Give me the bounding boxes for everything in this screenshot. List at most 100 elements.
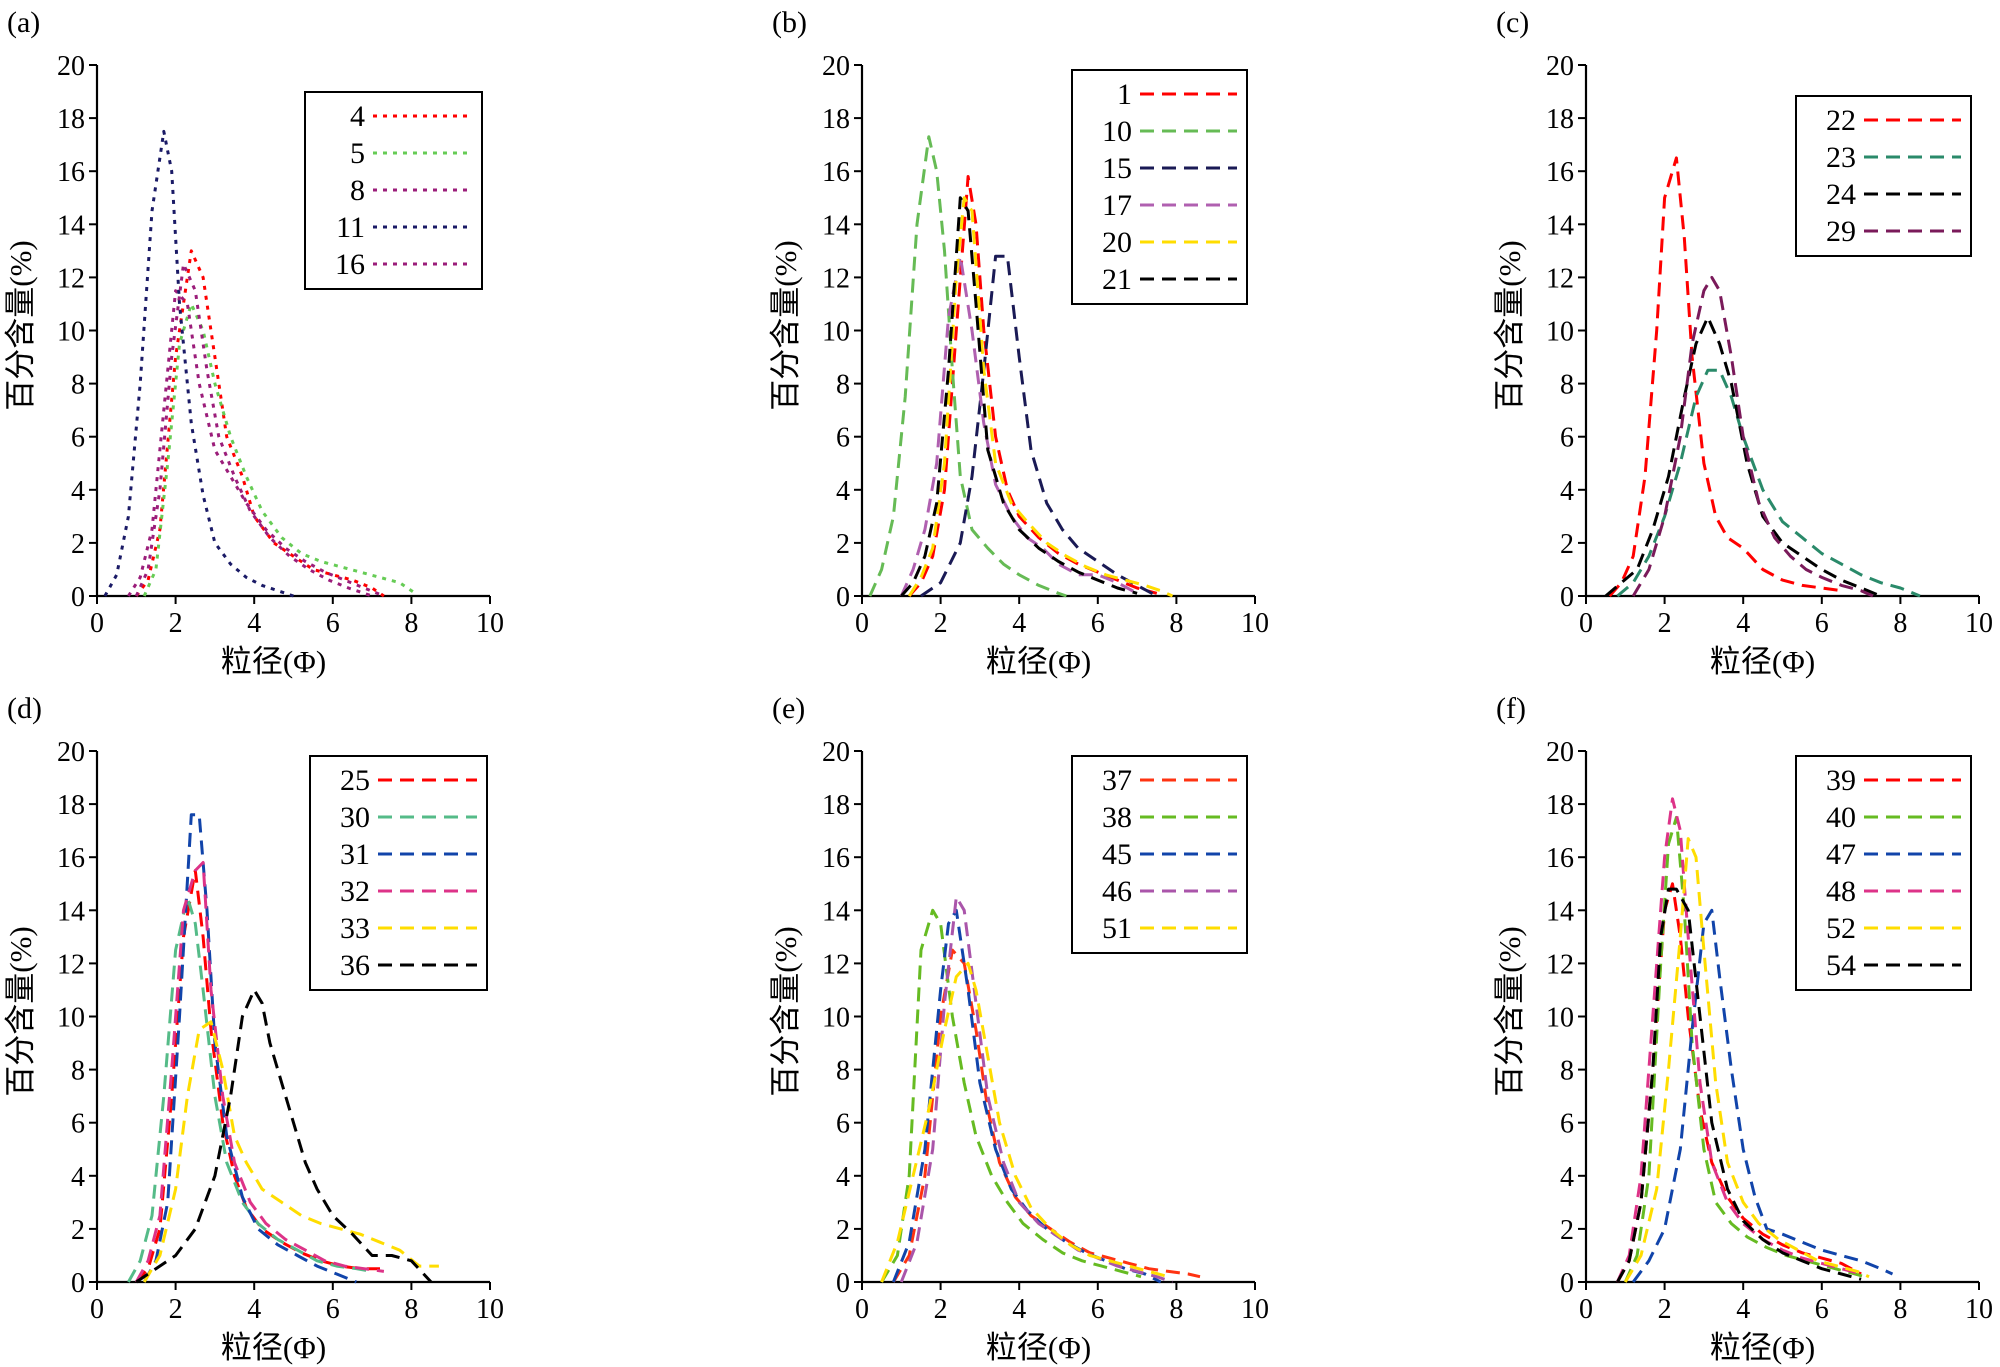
y-tick-label: 20 bbox=[822, 737, 850, 768]
y-tick-label: 8 bbox=[71, 370, 85, 401]
panel-label: (b) bbox=[772, 6, 807, 39]
y-tick-label: 10 bbox=[57, 1003, 85, 1034]
legend: 25 30 31 32 33 36 bbox=[309, 755, 488, 991]
legend-label-16: 16 bbox=[335, 248, 365, 281]
series-line-5 bbox=[142, 302, 417, 597]
x-tick-label: 4 bbox=[1012, 608, 1026, 639]
y-tick-label: 12 bbox=[1546, 263, 1574, 294]
y-tick-label: 2 bbox=[1560, 1215, 1574, 1246]
y-tick-label: 0 bbox=[71, 582, 85, 613]
y-tick-label: 16 bbox=[57, 843, 85, 874]
x-tick-label: 0 bbox=[1579, 1294, 1593, 1325]
legend-label-5: 5 bbox=[350, 137, 365, 170]
y-tick-label: 0 bbox=[836, 1268, 850, 1299]
x-tick-label: 10 bbox=[476, 608, 504, 639]
legend-label-47: 47 bbox=[1826, 838, 1856, 871]
x-tick-label: 2 bbox=[1658, 608, 1672, 639]
x-tick-label: 2 bbox=[934, 608, 948, 639]
x-tick-label: 4 bbox=[247, 608, 261, 639]
y-tick-label: 0 bbox=[1560, 1268, 1574, 1299]
y-tick-label: 20 bbox=[57, 737, 85, 768]
panel-label: (d) bbox=[7, 692, 42, 725]
x-tick-label: 8 bbox=[1893, 1294, 1907, 1325]
legend-box bbox=[1795, 95, 1972, 257]
y-tick-label: 2 bbox=[71, 1215, 85, 1246]
x-tick-label: 0 bbox=[90, 1294, 104, 1325]
y-tick-label: 12 bbox=[822, 949, 850, 980]
legend-box bbox=[309, 755, 488, 991]
legend-label-11: 11 bbox=[336, 211, 365, 244]
y-tick-label: 12 bbox=[1546, 949, 1574, 980]
y-tick-label: 8 bbox=[71, 1056, 85, 1087]
y-tick-label: 6 bbox=[836, 423, 850, 454]
series-line-33 bbox=[142, 1020, 439, 1283]
x-axis-label: 粒径(Φ) bbox=[1710, 1330, 1815, 1365]
legend-label-25: 25 bbox=[340, 764, 370, 797]
x-tick-label: 10 bbox=[1965, 1294, 1993, 1325]
legend-label-45: 45 bbox=[1102, 838, 1132, 871]
series-line-48 bbox=[1616, 797, 1862, 1283]
series-line-24 bbox=[1604, 315, 1882, 598]
legend: 39 40 47 48 52 54 bbox=[1795, 755, 1972, 991]
panel-label: (c) bbox=[1496, 6, 1529, 39]
y-tick-label: 18 bbox=[57, 104, 85, 135]
y-tick-label: 18 bbox=[822, 104, 850, 135]
x-tick-label: 10 bbox=[476, 1294, 504, 1325]
panel-label: (e) bbox=[772, 692, 805, 725]
y-axis-label: 百分含量(%) bbox=[768, 926, 803, 1096]
legend-box bbox=[1795, 755, 1972, 991]
series-line-45 bbox=[892, 908, 1162, 1284]
y-tick-label: 20 bbox=[1546, 737, 1574, 768]
x-tick-label: 0 bbox=[1579, 608, 1593, 639]
y-tick-label: 2 bbox=[836, 1215, 850, 1246]
y-tick-label: 6 bbox=[1560, 423, 1574, 454]
y-tick-label: 10 bbox=[57, 317, 85, 348]
series-line-17 bbox=[899, 254, 1138, 597]
x-tick-label: 6 bbox=[326, 1294, 340, 1325]
x-tick-label: 2 bbox=[1658, 1294, 1672, 1325]
legend-label-4: 4 bbox=[350, 100, 365, 133]
series-line-15 bbox=[920, 254, 1158, 598]
y-tick-label: 2 bbox=[71, 529, 85, 560]
x-tick-label: 6 bbox=[1815, 1294, 1829, 1325]
x-tick-label: 10 bbox=[1965, 608, 1993, 639]
series-line-20 bbox=[907, 196, 1174, 598]
x-tick-label: 4 bbox=[1012, 1294, 1026, 1325]
legend-label-40: 40 bbox=[1826, 801, 1856, 834]
y-tick-label: 6 bbox=[1560, 1109, 1574, 1140]
series-line-1 bbox=[908, 175, 1158, 597]
x-tick-label: 10 bbox=[1241, 608, 1269, 639]
y-tick-label: 20 bbox=[57, 51, 85, 82]
y-tick-label: 14 bbox=[822, 896, 850, 927]
series-line-8 bbox=[127, 289, 385, 598]
y-tick-label: 10 bbox=[1546, 1003, 1574, 1034]
series-line-36 bbox=[135, 988, 433, 1284]
y-tick-label: 6 bbox=[836, 1109, 850, 1140]
y-tick-label: 14 bbox=[57, 896, 85, 927]
series-line-47 bbox=[1631, 908, 1894, 1283]
series-line-46 bbox=[899, 895, 1173, 1284]
series-line-37 bbox=[892, 948, 1201, 1283]
legend-label-15: 15 bbox=[1102, 152, 1132, 185]
x-tick-label: 8 bbox=[1169, 1294, 1183, 1325]
legend-label-1: 1 bbox=[1117, 78, 1132, 111]
series-line-4 bbox=[135, 249, 385, 598]
x-tick-label: 6 bbox=[1091, 1294, 1105, 1325]
chart-panel-6: (f) 0 2 4 6 8 10 12 14 16 18 20 0 2 4 6 8 10 粒径(Φ) 百分含量(%) 3… bbox=[1492, 692, 1993, 1365]
legend-label-37: 37 bbox=[1102, 764, 1132, 797]
y-tick-label: 2 bbox=[836, 529, 850, 560]
legend-label-23: 23 bbox=[1826, 141, 1856, 174]
y-tick-label: 0 bbox=[71, 1268, 85, 1299]
y-tick-label: 4 bbox=[1560, 476, 1574, 507]
legend-label-24: 24 bbox=[1826, 178, 1856, 211]
series-line-40 bbox=[1623, 815, 1866, 1283]
panel-label: (a) bbox=[7, 6, 40, 39]
series-line-21 bbox=[900, 196, 1138, 597]
y-tick-label: 14 bbox=[1546, 896, 1574, 927]
x-tick-label: 4 bbox=[1736, 608, 1750, 639]
y-tick-label: 16 bbox=[822, 843, 850, 874]
y-tick-label: 14 bbox=[57, 210, 85, 241]
